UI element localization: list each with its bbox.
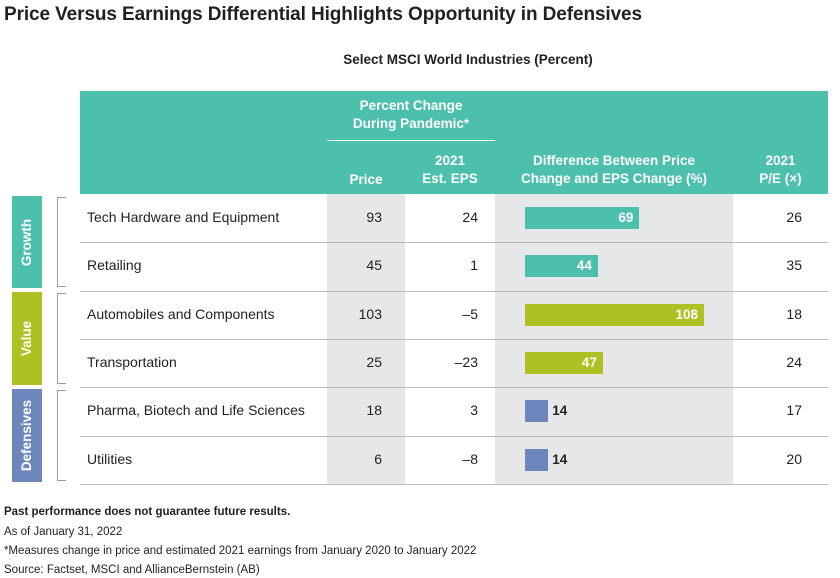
price-value: 103 (358, 305, 382, 322)
header-pe-line1: 2021 (765, 153, 796, 168)
category-growth-label: Growth (19, 218, 35, 266)
table-bottom-rule (80, 484, 828, 485)
diff-bar-label: 44 (576, 258, 592, 274)
diff-bar (525, 448, 549, 471)
diff-bar (525, 303, 704, 326)
header-pe: 2021 P/E (×) (733, 152, 828, 188)
pe-value: 20 (786, 450, 802, 467)
bracket-defensives (57, 390, 66, 481)
header-diff: Difference Between Price Change and EPS … (495, 152, 733, 188)
footnote-source: Source: Factset, MSCI and AllianceBernst… (4, 564, 260, 576)
diff-bar (525, 352, 603, 375)
category-value-label: Value (19, 320, 35, 357)
footnote-disclaimer: Past performance does not guarantee futu… (4, 506, 291, 518)
header-group-line1: Percent Change (359, 98, 463, 113)
header-diff-line2: Change and EPS Change (%) (520, 171, 708, 186)
diff-bar (525, 207, 640, 230)
header-price: Price (349, 172, 383, 187)
row-divider (80, 436, 828, 437)
industry-label: Transportation (87, 354, 177, 371)
chart-title: Price Versus Earnings Differential Highl… (4, 4, 642, 25)
header-group-line2: During Pandemic* (352, 116, 470, 131)
diff-bar (525, 255, 598, 278)
table-header-band (80, 91, 828, 194)
row-divider (80, 387, 828, 388)
industry-label: Tech Hardware and Equipment (87, 209, 280, 226)
header-group-rule (327, 140, 495, 141)
industry-label: Pharma, Biotech and Life Sciences (87, 402, 305, 419)
diff-bar-label: 69 (618, 210, 634, 226)
header-eps-line2: Est. EPS (422, 171, 478, 186)
chart-subtitle: Select MSCI World Industries (Percent) (343, 52, 593, 67)
diff-bar-label: 47 (581, 355, 597, 371)
eps-value: –23 (454, 354, 478, 371)
price-value: 45 (366, 257, 382, 274)
category-defensives: Defensives (12, 389, 42, 482)
header-diff-line1: Difference Between Price (532, 153, 696, 168)
industry-label: Utilities (87, 450, 133, 467)
category-defensives-label: Defensives (19, 399, 35, 472)
pe-value: 17 (786, 402, 802, 419)
row-divider (80, 339, 828, 340)
header-pe-line2: P/E (×) (759, 171, 802, 186)
pe-value: 18 (786, 305, 802, 322)
eps-value: 1 (470, 257, 478, 274)
price-value: 18 (366, 402, 382, 419)
diff-bar-label: 14 (552, 403, 568, 419)
bracket-growth (57, 197, 66, 287)
row-divider (80, 242, 828, 243)
industry-label: Retailing (87, 257, 142, 274)
price-value: 6 (374, 450, 382, 467)
pe-value: 26 (786, 209, 802, 226)
price-value: 93 (366, 209, 382, 226)
industry-label: Automobiles and Components (87, 305, 275, 322)
eps-value: –5 (462, 305, 478, 322)
diff-bar-label: 14 (552, 451, 568, 467)
pe-value: 24 (786, 354, 802, 371)
diff-bar-label: 108 (675, 306, 698, 322)
eps-value: –8 (462, 450, 478, 467)
eps-value: 24 (462, 209, 478, 226)
header-group: Percent Change During Pandemic* (327, 97, 495, 133)
price-value: 25 (366, 354, 382, 371)
category-growth: Growth (12, 196, 42, 288)
row-divider (80, 291, 828, 292)
header-eps-line1: 2021 (434, 153, 466, 168)
category-value: Value (12, 292, 42, 385)
footnote-asof: As of January 31, 2022 (4, 526, 123, 538)
footnote-measure: *Measures change in price and estimated … (4, 545, 477, 557)
eps-value: 3 (470, 402, 478, 419)
header-eps: 2021 Est. EPS (405, 152, 495, 188)
diff-bar (525, 400, 549, 423)
bracket-value (57, 293, 66, 384)
pe-value: 35 (786, 257, 802, 274)
